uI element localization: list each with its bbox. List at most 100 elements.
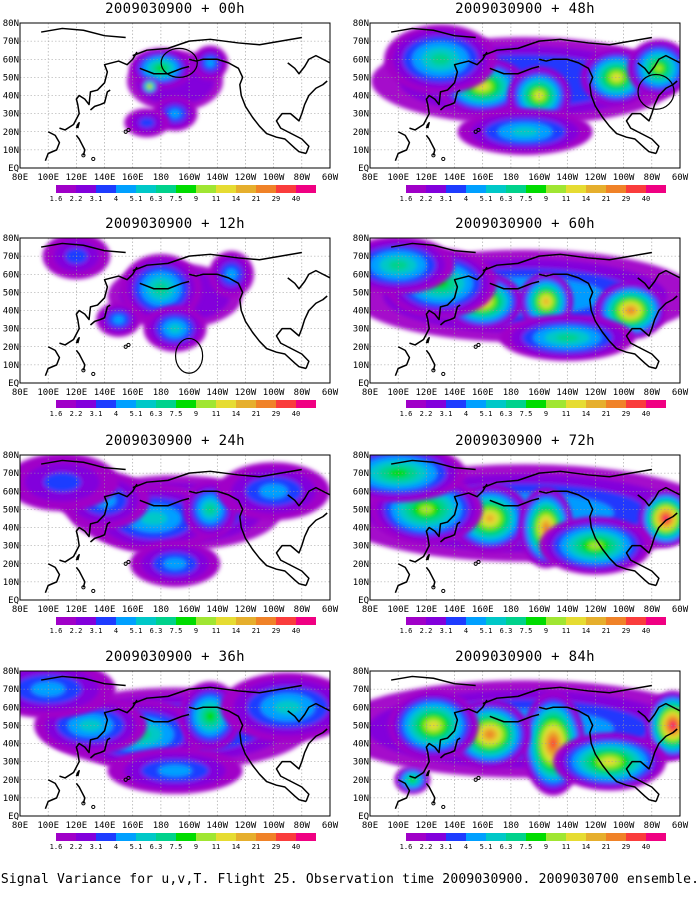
colorbar-label: 6.3 [150, 627, 163, 635]
colorbar-label: 4 [114, 843, 118, 851]
colorbar-label: 4 [464, 410, 468, 418]
colorbar-label: 2.2 [420, 843, 433, 851]
x-tick-label: 80W [294, 605, 311, 615]
observation-circle [637, 73, 675, 110]
colorbar-swatch [546, 617, 566, 625]
x-tick-label: 120E [416, 821, 438, 831]
y-tick-label: 30N [353, 758, 369, 768]
y-tick-label: 80N [353, 451, 369, 461]
x-tick-label: 80W [644, 173, 661, 183]
map-svg: EQ 10N 20N 30N 40N 50N 60N 70N 80N 80E 100E 120E 140… [353, 19, 689, 203]
panel-title: 2009030900 + 60h [455, 216, 595, 232]
map-frame [369, 670, 681, 817]
y-tick-label: 20N [353, 128, 369, 138]
colorbar-swatch [426, 833, 446, 841]
colorbar-swatch [606, 833, 626, 841]
y-tick-label: 20N [3, 560, 19, 570]
variance-blob [140, 77, 159, 96]
colorbar-label: 5.1 [480, 195, 493, 203]
map-panel-12h: 2009030900 + 12h EQ 10N 20N 30N 40N 50N 60N 70N 8… [0, 215, 350, 430]
colorbar-swatch [96, 400, 116, 408]
y-tick-label: EQ [8, 596, 19, 606]
y-tick-label: 50N [353, 505, 369, 515]
colorbar-swatch [526, 400, 546, 408]
x-tick-label: 160W [528, 388, 550, 398]
colorbar-swatch [276, 617, 296, 625]
x-tick-label: 60W [322, 821, 339, 831]
map-panel-00h: 2009030900 + 00h EQ 10N 20N 30N 40N 50N 60N 70N 8… [0, 0, 350, 215]
colorbar-label: 29 [622, 843, 630, 851]
panel-title: 2009030900 + 48h [455, 1, 595, 17]
colorbar-swatch [626, 400, 646, 408]
y-tick-label: 80N [3, 667, 19, 677]
colorbar-swatch [646, 617, 666, 625]
colorbar-swatch [566, 185, 586, 193]
colorbar-swatch [486, 400, 506, 408]
colorbar-swatch [56, 617, 76, 625]
x-tick-label: 160E [472, 821, 494, 831]
y-tick-label: 70N [353, 685, 369, 695]
colorbar-label: 21 [252, 195, 260, 203]
colorbar-label: 40 [292, 627, 300, 635]
colorbar-label: 21 [252, 843, 260, 851]
map-frame [19, 454, 331, 601]
colorbar-swatch [76, 617, 96, 625]
colorbar-swatch [586, 617, 606, 625]
colorbar-swatch [526, 617, 546, 625]
panel-title: 2009030900 + 36h [105, 649, 245, 665]
x-tick-label: 140E [94, 821, 116, 831]
x-tick-label: 60W [672, 173, 689, 183]
x-tick-label: 120W [235, 605, 257, 615]
variance-field [20, 455, 330, 587]
map-frame [19, 22, 331, 169]
colorbar-label: 6.3 [500, 195, 513, 203]
colorbar-swatch [566, 617, 586, 625]
colorbar-label: 14 [582, 843, 590, 851]
x-tick-label: 180 [153, 821, 169, 831]
colorbar-label: 29 [622, 195, 630, 203]
x-tick-label: 100E [37, 605, 59, 615]
colorbar-swatch [216, 833, 236, 841]
x-tick-label: 120W [235, 821, 257, 831]
colorbar-label: 3.1 [440, 410, 453, 418]
variance-field [370, 238, 680, 361]
colorbar-swatch [56, 185, 76, 193]
x-tick-label: 120E [66, 388, 88, 398]
colorbar-swatch [426, 400, 446, 408]
colorbar-swatch [566, 400, 586, 408]
colorbar-label: 29 [272, 195, 280, 203]
x-tick-label: 120W [585, 605, 607, 615]
map-svg: EQ 10N 20N 30N 40N 50N 60N 70N 80N 80E 100E 120E 140… [353, 667, 689, 851]
colorbar-swatch [76, 400, 96, 408]
variance-blob [457, 108, 593, 155]
x-tick-label: 100W [613, 821, 635, 831]
colorbar-label: 2.2 [70, 627, 83, 635]
y-tick-label: 40N [3, 92, 19, 102]
colorbar-label: 7.5 [520, 627, 533, 635]
colorbar-swatch [626, 833, 646, 841]
map-panel-48h: 2009030900 + 48h EQ 10N 20N 30N 40N 50N 60N 70N 8… [350, 0, 700, 215]
colorbar-swatch [506, 617, 526, 625]
colorbar-label: 14 [232, 627, 240, 635]
colorbar-label: 40 [292, 195, 300, 203]
colorbar-label: 9 [544, 410, 548, 418]
x-tick-label: 80E [362, 173, 378, 183]
colorbar-label: 9 [544, 627, 548, 635]
colorbar-swatch [196, 833, 216, 841]
figure-caption: Signal Variance for u,v,T. Flight 25. Ob… [0, 872, 700, 887]
y-tick-label: 70N [3, 252, 19, 262]
y-tick-label: EQ [358, 164, 369, 174]
colorbar-label: 4 [464, 195, 468, 203]
x-tick-label: 100E [37, 173, 59, 183]
colorbar-swatch [296, 833, 316, 841]
colorbar-label: 11 [562, 410, 570, 418]
x-tick-label: 160E [472, 605, 494, 615]
x-tick-label: 140E [94, 388, 116, 398]
map-frame [19, 670, 331, 817]
colorbar-label: 40 [292, 410, 300, 418]
variance-field [20, 671, 330, 794]
colorbar-label: 7.5 [520, 195, 533, 203]
colorbar-swatch [466, 833, 486, 841]
colorbar-label: 14 [582, 195, 590, 203]
colorbar-label: 4 [114, 410, 118, 418]
